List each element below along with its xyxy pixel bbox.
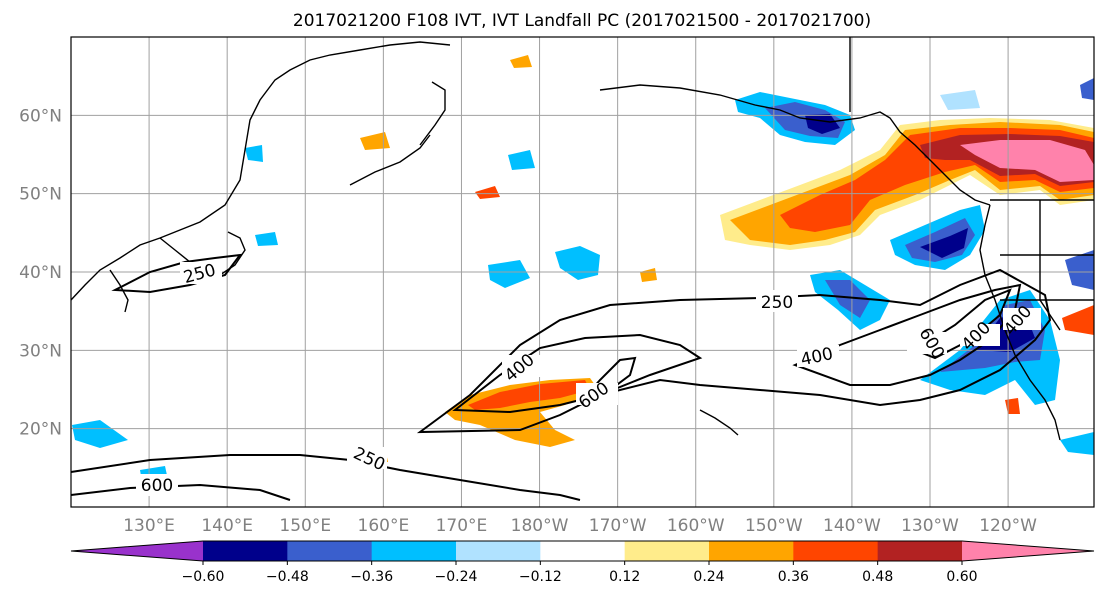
- colorbar-extend-max: [962, 541, 1094, 561]
- contour-label: 600: [141, 476, 173, 496]
- coast-korea: [109, 269, 129, 313]
- lat-tick-label: 40°N: [19, 263, 62, 283]
- shade-blue-blob5: [1065, 250, 1094, 290]
- shade-cyan-blob6: [1060, 432, 1094, 455]
- latitude-labels: 20°N 30°N 40°N 50°N 60°N: [19, 106, 62, 439]
- longitude-labels: 130°E 140°E 150°E 160°E 170°E 180°W 170°W 160°W…: [123, 516, 1037, 536]
- shade-blue-blob7: [1080, 78, 1094, 100]
- colorbar-bin: [709, 541, 794, 561]
- ivt-contours: [70, 253, 1052, 501]
- colorbar-tick-label: 0.48: [862, 569, 893, 585]
- contour-600-south: [70, 483, 291, 501]
- coast-alaska: [599, 84, 991, 206]
- figure-title: 2017021200 F108 IVT, IVT Landfall PC (20…: [293, 11, 871, 31]
- map-panel: 250 250 250 400 400 400 400 600 600 600: [70, 36, 1095, 508]
- lon-tick-label: 140°E: [201, 516, 253, 536]
- colorbar-tick-label: 0.24: [693, 569, 724, 585]
- shade-lightblue-blob11: [940, 90, 980, 110]
- contour-400-east: [792, 283, 1022, 386]
- shade-cyan-blob4: [72, 420, 128, 448]
- contour-250-japan: [111, 253, 243, 294]
- shade-red-east: [1062, 305, 1094, 335]
- lon-tick-label: 140°W: [823, 516, 881, 536]
- colorbar-tick-label: 0.12: [609, 569, 640, 585]
- shade-red-central: [468, 380, 590, 410]
- map-frame: [70, 36, 1095, 508]
- colorbar-tick-label: 0.36: [778, 569, 809, 585]
- shade-blue-midpac: [825, 280, 870, 318]
- shade-red-blob5: [1005, 398, 1020, 414]
- lon-tick-label: 130°E: [123, 516, 175, 536]
- lon-tick-label: 120°W: [979, 516, 1037, 536]
- colorbar-tick-label: −0.36: [350, 569, 393, 585]
- shade-navy-westcoast: [920, 228, 968, 258]
- shade-cyan-blob3: [508, 150, 535, 170]
- shade-pink-ne: [960, 140, 1094, 182]
- colorbar-bin: [624, 541, 710, 561]
- colorbar-bin: [371, 541, 457, 561]
- coast-kamchatka: [419, 81, 446, 146]
- shade-navy-alaska: [805, 114, 840, 134]
- positive-anomaly-shading: [360, 55, 1094, 462]
- colorbar: −0.60 −0.48 −0.36 −0.24 −0.12 0.12 0.24 0.36 0.4…: [70, 540, 1095, 585]
- colorbar-tick-label: −0.12: [519, 569, 562, 585]
- colorbar-bin: [793, 541, 879, 561]
- shade-orange-okhotsk: [360, 132, 390, 150]
- shade-cyan-blob8: [245, 145, 263, 162]
- colorbar-bin: [203, 541, 288, 561]
- lon-tick-label: 150°E: [279, 516, 331, 536]
- contour-label: 250: [761, 293, 793, 313]
- colorbar-tick-label: 0.60: [946, 569, 977, 585]
- lon-tick-label: 170°E: [436, 516, 488, 536]
- colorbar-extend-min: [71, 541, 203, 561]
- shade-orange-blob2: [510, 55, 532, 68]
- lat-tick-label: 30°N: [19, 341, 62, 361]
- lat-tick-label: 60°N: [19, 106, 62, 126]
- lat-tick-label: 20°N: [19, 420, 62, 440]
- coast-kurils: [349, 134, 431, 186]
- shade-cyan-blob2: [488, 260, 530, 288]
- coast-hawaii: [699, 409, 739, 436]
- contour-600-east: [912, 288, 1012, 360]
- colorbar-tick-label: −0.48: [266, 569, 309, 585]
- lon-tick-label: 170°W: [589, 516, 647, 536]
- lon-tick-label: 180°W: [511, 516, 569, 536]
- lon-tick-label: 150°W: [745, 516, 803, 536]
- shade-red-blob1: [475, 186, 500, 199]
- colorbar-tick-label: −0.24: [435, 569, 478, 585]
- colorbar-bin: [540, 541, 626, 561]
- lon-tick-label: 160°W: [667, 516, 725, 536]
- contour-400-central: [452, 333, 703, 414]
- lat-tick-label: 50°N: [19, 185, 62, 205]
- colorbar-bin: [287, 541, 373, 561]
- contour-250-main: [416, 268, 1052, 434]
- colorbar-bin: [877, 541, 963, 561]
- colorbar-bin: [456, 541, 541, 561]
- lon-tick-label: 130°W: [901, 516, 959, 536]
- lon-tick-label: 160°E: [358, 516, 410, 536]
- colorbar-tick-label: −0.60: [182, 569, 225, 585]
- coast-asia: [70, 41, 451, 301]
- shade-cyan-blob9: [255, 232, 278, 246]
